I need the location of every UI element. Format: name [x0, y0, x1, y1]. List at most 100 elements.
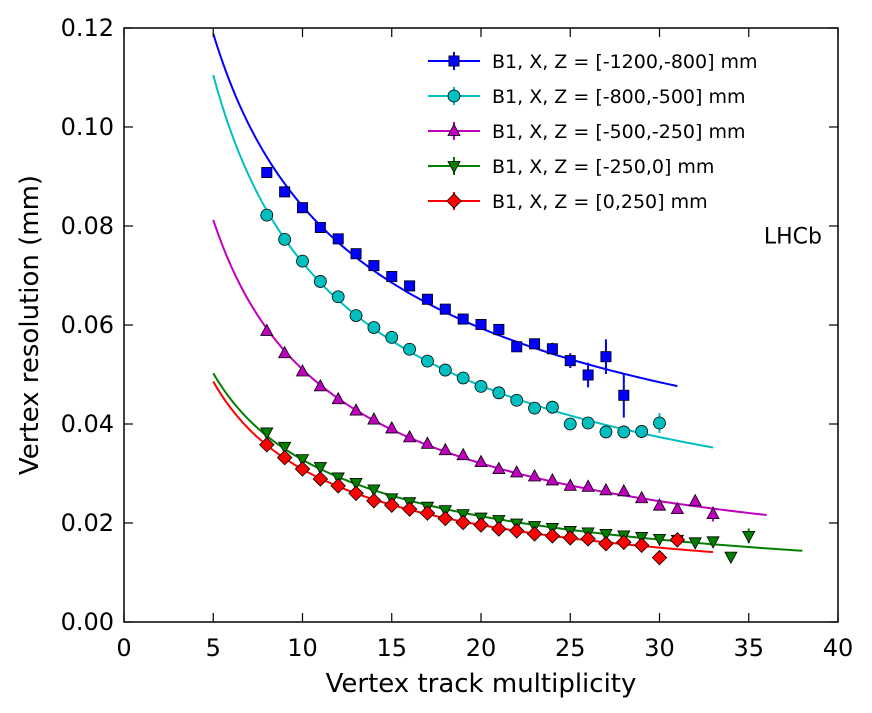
data-point	[260, 427, 274, 440]
data-point	[544, 528, 561, 544]
data-point	[279, 186, 291, 198]
x-tick-label: 0	[116, 634, 131, 662]
data-point	[598, 536, 614, 552]
x-tick-label: 5	[206, 634, 221, 662]
data-point	[261, 167, 273, 179]
data-point	[404, 280, 416, 292]
data-point	[492, 515, 506, 528]
series-group	[212, 33, 678, 418]
x-tick-label: 35	[733, 634, 764, 662]
data-point	[457, 313, 469, 325]
series-layer	[212, 33, 803, 566]
legend-marker	[448, 55, 460, 67]
data-point	[546, 400, 559, 414]
data-point	[651, 549, 668, 566]
data-point	[349, 478, 363, 491]
data-point	[385, 421, 399, 434]
data-point	[600, 351, 612, 363]
data-point	[295, 364, 310, 377]
data-point	[669, 532, 686, 548]
data-point	[331, 290, 345, 304]
data-point	[510, 393, 524, 407]
data-point	[456, 447, 470, 461]
data-point	[313, 378, 328, 392]
data-point	[295, 454, 310, 467]
data-point	[278, 232, 292, 246]
data-point	[493, 323, 505, 335]
data-point	[618, 389, 630, 401]
data-point	[563, 478, 577, 491]
data-point	[474, 379, 488, 393]
y-tick-label: 0.02	[61, 509, 114, 537]
legend-marker	[447, 123, 461, 136]
data-point	[386, 270, 398, 282]
data-point	[331, 391, 345, 405]
data-point	[526, 526, 543, 542]
y-tick-label: 0.06	[61, 311, 114, 339]
data-point	[402, 429, 417, 443]
y-axis-title: Vertex resolution (mm)	[15, 175, 45, 475]
data-point	[367, 412, 381, 425]
data-point	[421, 354, 434, 368]
data-point	[508, 523, 525, 539]
data-point	[527, 469, 542, 482]
y-tick-label: 0.12	[61, 14, 114, 42]
data-point	[439, 303, 451, 315]
data-point	[349, 309, 363, 322]
data-point	[706, 536, 720, 549]
data-point	[349, 403, 363, 416]
y-tick-label: 0.04	[61, 410, 114, 438]
y-tick-label: 0.08	[61, 212, 114, 240]
legend-label: B1, X, Z = [0,250] mm	[492, 191, 708, 213]
x-tick-label: 15	[376, 634, 407, 662]
data-point	[652, 533, 667, 547]
data-point	[688, 493, 702, 507]
series-group	[212, 74, 714, 449]
data-point	[491, 521, 507, 537]
data-point	[582, 369, 594, 381]
data-point	[475, 319, 487, 331]
series-group	[212, 219, 767, 522]
data-point	[294, 461, 311, 477]
data-point	[421, 293, 433, 305]
legend-label: B1, X, Z = [-500,-250] mm	[492, 121, 745, 143]
data-point	[599, 482, 613, 496]
data-point	[724, 551, 738, 565]
data-point	[617, 425, 631, 439]
data-point	[635, 425, 649, 438]
data-point	[706, 506, 720, 519]
data-point	[366, 492, 382, 509]
data-point	[456, 371, 470, 385]
data-point	[529, 338, 541, 350]
data-point	[455, 514, 471, 531]
x-tick-label: 10	[287, 634, 318, 662]
legend-marker	[447, 161, 461, 174]
x-tick-label: 20	[466, 634, 497, 662]
data-point	[296, 254, 309, 268]
data-point	[438, 363, 452, 377]
data-point	[420, 436, 435, 449]
data-point	[296, 202, 308, 214]
data-point	[563, 417, 577, 431]
data-point	[562, 530, 579, 546]
data-point	[634, 490, 649, 504]
data-point	[260, 208, 274, 222]
x-axis-title: Vertex track multiplicity	[326, 669, 637, 699]
data-point	[581, 479, 595, 492]
series-group	[212, 372, 803, 565]
data-point	[260, 323, 274, 336]
lhcb-label: LHCb	[764, 224, 822, 249]
data-point	[277, 441, 292, 455]
data-point	[276, 449, 293, 466]
series-group	[212, 381, 714, 566]
data-point	[368, 260, 380, 272]
data-point	[492, 386, 506, 400]
data-point	[617, 483, 631, 497]
data-point	[633, 537, 650, 554]
data-point	[259, 437, 275, 453]
data-point	[330, 478, 346, 494]
legend-label: B1, X, Z = [-250,0] mm	[492, 156, 714, 178]
legend-marker	[447, 89, 461, 103]
data-point	[528, 401, 541, 415]
